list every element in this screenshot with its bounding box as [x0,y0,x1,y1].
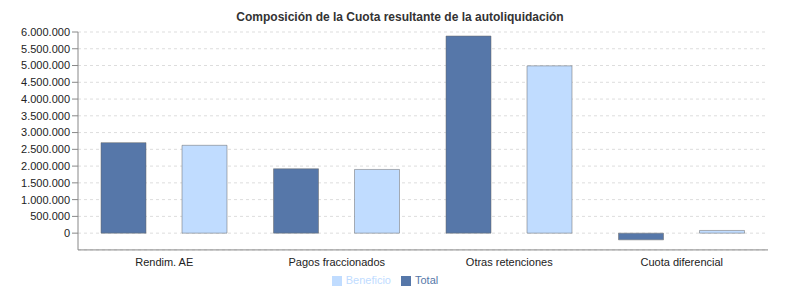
svg-text:2.500.000: 2.500.000 [21,143,70,155]
svg-text:500.000: 500.000 [30,210,70,222]
svg-text:1.500.000: 1.500.000 [21,177,70,189]
svg-text:Pagos fraccionados: Pagos fraccionados [288,256,385,268]
html-text:Composición de la Cuota result: Composición de la Cuota resultante de la… [236,10,564,24]
html-text:Beneficio: Beneficio [345,273,391,286]
svg-text:0: 0 [64,227,70,239]
svg-text:5.000.000: 5.000.000 [21,59,70,71]
svg-text:4.500.000: 4.500.000 [21,76,70,88]
svg-text:6.000.000: 6.000.000 [21,26,70,38]
svg-text:1.000.000: 1.000.000 [21,194,70,206]
svg-text:3.500.000: 3.500.000 [21,110,70,122]
svg-text:Cuota diferencial: Cuota diferencial [640,256,723,268]
svg-text:Otras retenciones: Otras retenciones [466,256,553,268]
svg-text:5.500.000: 5.500.000 [21,43,70,55]
svg-text:2.000.000: 2.000.000 [21,160,70,172]
svg-text:4.000.000: 4.000.000 [21,93,70,105]
svg-text:Rendim. AE: Rendim. AE [135,256,193,268]
svg-text:3.000.000: 3.000.000 [21,126,70,138]
html-text:Total: Total [415,273,439,286]
